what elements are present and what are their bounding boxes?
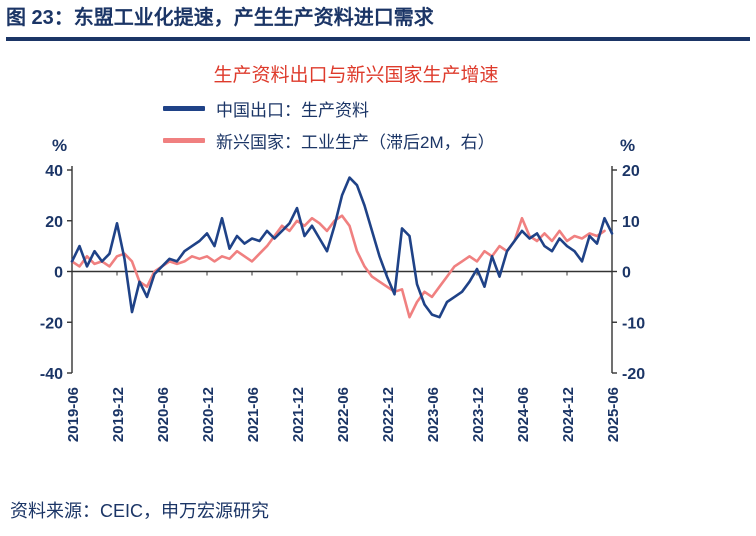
x-axis-tick-label: 2019-06 [65, 387, 82, 442]
legend-item-em-production: 新兴国家：工业生产（滞后2M，右） [163, 128, 495, 153]
x-axis-tick-label: 2022-06 [335, 387, 352, 442]
left-axis-tick-label: 20 [45, 214, 63, 231]
left-axis-unit: % [52, 136, 68, 155]
x-axis-tick-label: 2020-12 [200, 387, 217, 442]
x-axis-tick-label: 2025-06 [605, 387, 622, 442]
source-note: 资料来源：CEIC，申万宏源研究 [10, 501, 270, 521]
series-line-em-production [70, 214, 606, 319]
x-axis-tick-label: 2023-06 [425, 387, 442, 442]
right-axis-tick-label: -10 [622, 315, 645, 332]
chart-title: 生产资料出口与新兴国家生产增速 [213, 65, 499, 86]
legend-item-china-exports: 中国出口：生产资料 [163, 96, 495, 121]
chart-legend: 中国出口：生产资料 新兴国家：工业生产（滞后2M，右） [163, 96, 495, 153]
left-axis-tick-label: -20 [40, 315, 63, 332]
figure-header: 图 23：东盟工业化提速，产生生产资料进口需求 [6, 6, 750, 41]
figure-title: 图 23：东盟工业化提速，产生生产资料进口需求 [6, 7, 434, 29]
x-axis-tick-label: 2024-12 [560, 387, 577, 442]
legend-line-pink [163, 138, 205, 143]
left-axis-tick-label: -40 [40, 366, 63, 383]
x-axis-tick-label: 2022-12 [380, 387, 397, 442]
x-axis-tick-label: 2021-12 [290, 387, 307, 442]
figure-footer: 资料来源：CEIC，申万宏源研究 [10, 497, 269, 523]
x-axis-tick-label: 2020-06 [155, 387, 172, 442]
right-axis-tick-label: 20 [622, 163, 640, 180]
x-axis-tick-label: 2024-06 [515, 387, 532, 442]
right-axis-unit: % [620, 136, 636, 155]
legend-label-china-exports: 中国出口：生产资料 [216, 101, 369, 120]
chart-plot: 40 20 0 -20 -40 20 10 0 -10 -20 2019-06 2019-12 2020… [40, 163, 645, 442]
right-axis-tick-label: -20 [622, 366, 645, 383]
x-axis-tick-label: 2023-12 [470, 387, 487, 442]
x-axis-tick-label: 2021-06 [245, 387, 262, 442]
legend-line-navy [163, 106, 205, 111]
x-axis-tick-label: 2019-12 [110, 387, 127, 442]
left-axis-tick-label: 40 [45, 163, 63, 180]
series-line-china-exports [70, 176, 614, 319]
right-axis-tick-label: 0 [622, 265, 631, 282]
right-axis-tick-label: 10 [622, 214, 640, 231]
legend-label-em-production: 新兴国家：工业生产（滞后2M，右） [216, 133, 495, 152]
left-axis-tick-label: 0 [54, 265, 63, 282]
